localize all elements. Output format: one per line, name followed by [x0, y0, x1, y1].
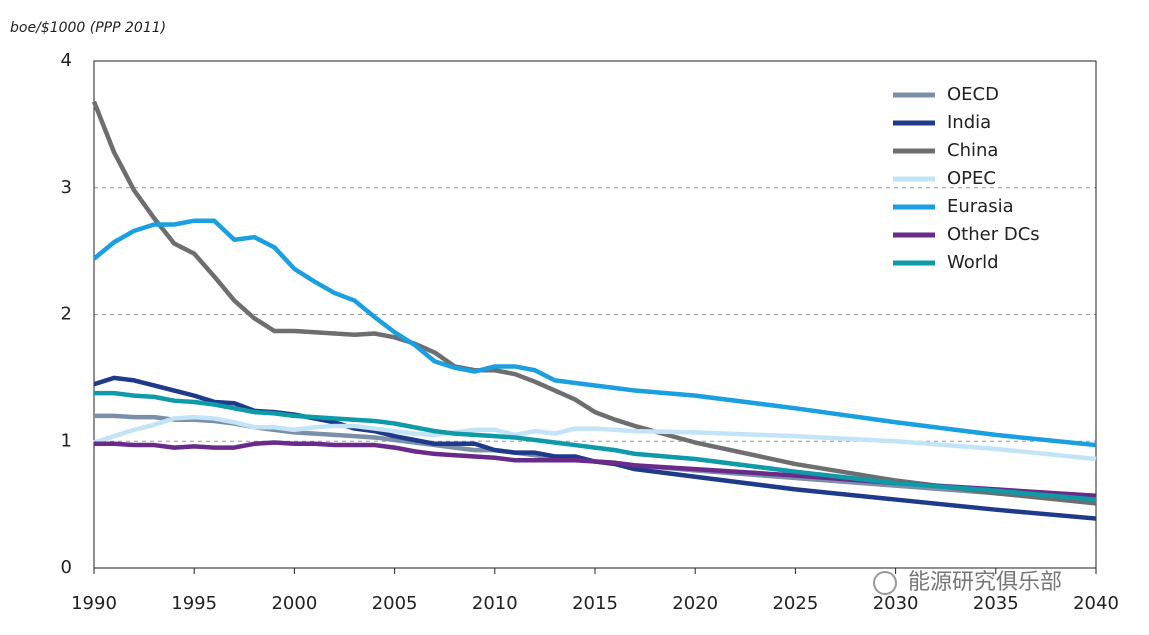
legend-label: India [947, 112, 991, 133]
legend-label: OECD [947, 84, 999, 105]
legend-label: World [947, 252, 999, 273]
y-tick-label: 3 [61, 177, 72, 198]
x-tick-label: 2020 [672, 593, 718, 614]
y-tick-label: 2 [61, 304, 72, 325]
legend-label: Other DCs [947, 224, 1040, 245]
legend-label: Eurasia [947, 196, 1014, 217]
watermark: 能源研究俱乐部 [908, 570, 1062, 595]
y-tick-label: 4 [61, 50, 72, 71]
series-line [93, 414, 1097, 462]
y-axis-label: boe/$1000 (PPP 2011) [10, 20, 166, 36]
x-tick-label: 2015 [572, 593, 618, 614]
legend-label: OPEC [947, 168, 996, 189]
plot-frame [93, 60, 1097, 569]
series-line [94, 440, 1097, 498]
x-tick-label: 2040 [1073, 593, 1119, 614]
series-line [92, 218, 1097, 448]
x-tick-label: 1990 [71, 593, 117, 614]
x-tick-label: 2030 [873, 593, 919, 614]
legend-label: China [947, 140, 998, 161]
x-tick-label: 1995 [171, 593, 217, 614]
x-tick-label: 2035 [973, 593, 1019, 614]
series-line [94, 390, 1097, 502]
x-tick-label: 2025 [772, 593, 818, 614]
x-tick-label: 2000 [271, 593, 317, 614]
y-tick-label: 0 [61, 557, 72, 578]
x-tick-label: 2005 [372, 593, 418, 614]
y-tick-label: 1 [61, 430, 72, 451]
watermark-icon [873, 571, 897, 595]
series-line [93, 375, 1097, 521]
x-tick-label: 2010 [472, 593, 518, 614]
